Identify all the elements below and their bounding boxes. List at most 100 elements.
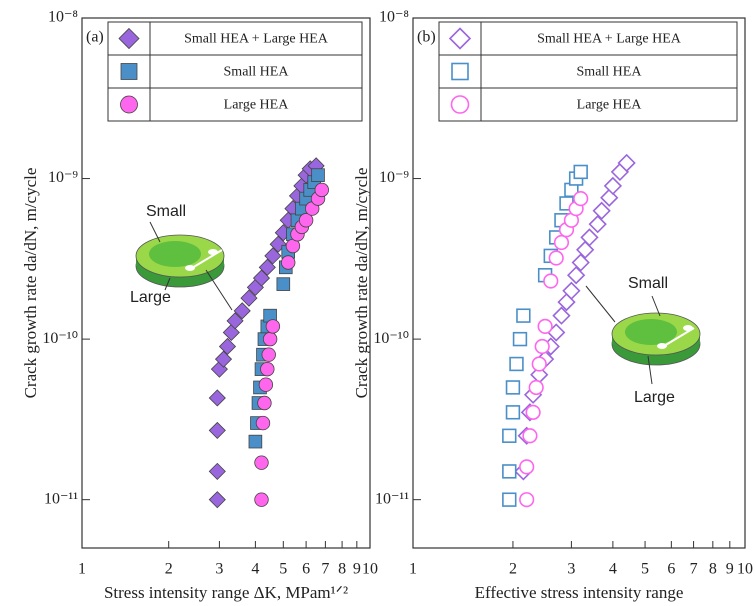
point: [240, 289, 258, 307]
point: [588, 215, 607, 234]
point: [553, 234, 570, 251]
point: [528, 379, 544, 396]
x-tick-label: 4: [609, 561, 617, 578]
point: [264, 247, 282, 265]
y-tick-label: 10⁻⁹: [379, 169, 409, 186]
x-tick-label: 9: [726, 561, 734, 578]
point: [208, 389, 226, 407]
point: [525, 404, 541, 420]
legend-label: Small HEA: [577, 65, 643, 80]
plot-frame: [81, 17, 371, 549]
legend-marker: [451, 62, 469, 81]
legend-cell: [149, 54, 363, 89]
point: [519, 459, 535, 475]
legend-label: Small HEA + Large HEA: [184, 32, 329, 47]
x-tick-label: 7: [321, 561, 329, 578]
point: [281, 255, 296, 270]
y-tick-label: 10⁻⁹: [48, 169, 78, 186]
point: [516, 308, 531, 323]
point: [534, 338, 550, 355]
point: [311, 168, 325, 182]
x-tick-label: 1: [78, 561, 86, 578]
x-tick-label: 3: [215, 561, 223, 578]
point: [573, 164, 588, 180]
point: [233, 302, 251, 320]
point: [258, 258, 276, 276]
y-tick-label: 10⁻⁸: [379, 9, 409, 26]
point: [505, 380, 521, 395]
legend-label: Large HEA: [224, 98, 290, 113]
legend-cell: [480, 54, 738, 89]
point: [257, 395, 272, 411]
point: [537, 318, 553, 334]
annotation: Small: [628, 275, 668, 292]
point: [562, 281, 581, 300]
x-tick-label: 5: [641, 561, 649, 578]
point: [502, 492, 517, 507]
point: [298, 213, 314, 228]
point: [519, 492, 535, 508]
point: [502, 464, 517, 479]
x-tick-label: 3: [567, 561, 575, 578]
point: [208, 462, 226, 480]
point: [512, 331, 528, 347]
x-tick-label: 10: [737, 561, 753, 578]
point: [248, 434, 263, 449]
legend-marker: [120, 63, 138, 80]
axis-title: Crack growth rate da/dN, m/cycle: [352, 168, 371, 399]
x-tick-label: 9: [353, 561, 361, 578]
legend-marker: [450, 95, 470, 114]
point: [265, 319, 281, 334]
point: [218, 337, 237, 356]
x-tick-label: 5: [279, 561, 287, 578]
x-tick-label: 4: [251, 561, 259, 578]
y-tick-label: 10⁻⁸: [48, 9, 78, 26]
point: [567, 266, 586, 285]
axis-title: Crack growth rate da/dN, m/cycle: [21, 168, 40, 399]
y-tick-label: 10⁻¹⁰: [42, 330, 78, 347]
point: [255, 415, 271, 431]
point: [573, 191, 589, 207]
legend-cell: [480, 21, 738, 56]
point: [260, 361, 275, 377]
point: [592, 201, 611, 220]
x-tick-label: 7: [690, 561, 698, 578]
legend-label: Small HEA + Large HEA: [537, 32, 682, 47]
point: [509, 356, 524, 372]
legend-marker: [118, 27, 140, 50]
legend-cell: [480, 87, 738, 122]
inset-disc: [135, 221, 233, 311]
point: [603, 176, 623, 196]
point: [617, 153, 636, 173]
point: [254, 492, 269, 507]
point: [254, 455, 269, 470]
annotation: Small: [146, 203, 186, 220]
legend-cell: [149, 21, 363, 56]
y-tick-label: 10⁻¹¹: [375, 490, 409, 507]
annotation: Large: [634, 389, 675, 406]
point: [531, 356, 547, 372]
legend-label: Small HEA: [224, 65, 290, 80]
x-tick-label: 2: [165, 561, 173, 578]
point: [276, 277, 291, 291]
point: [261, 347, 276, 362]
x-tick-label: 8: [338, 561, 346, 578]
point: [262, 331, 278, 347]
legend-label: Large HEA: [577, 98, 643, 113]
y-tick-label: 10⁻¹⁰: [373, 330, 409, 347]
x-tick-label: 6: [667, 561, 675, 578]
point: [543, 273, 559, 289]
point: [208, 491, 226, 509]
point: [226, 312, 244, 330]
annotation: Large: [130, 289, 171, 306]
point: [552, 306, 571, 325]
point: [258, 377, 274, 392]
x-tick-label: 6: [302, 561, 310, 578]
point: [214, 350, 233, 368]
legend-marker: [120, 95, 138, 114]
point: [580, 228, 599, 247]
point: [571, 253, 590, 272]
